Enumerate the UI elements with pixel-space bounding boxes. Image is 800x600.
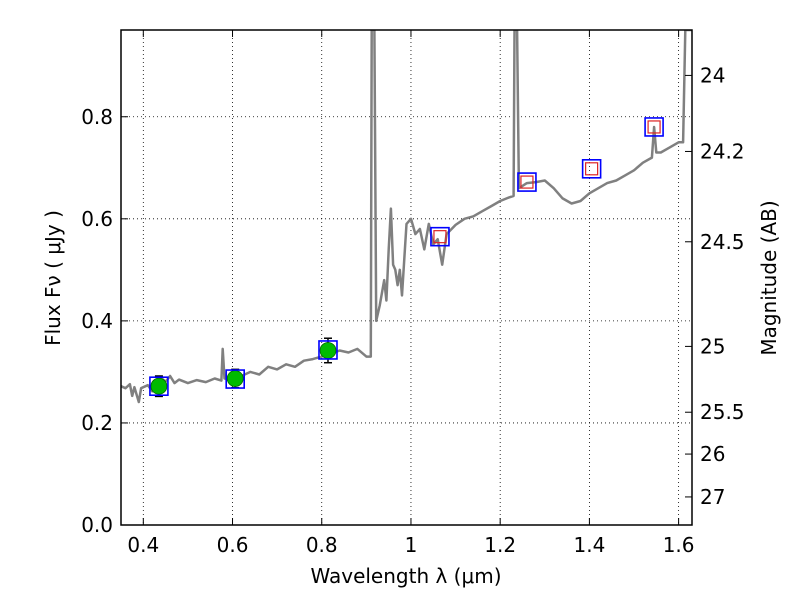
model-square-blue: [644, 117, 664, 137]
spectrum-line: [121, 30, 692, 404]
y2-tick-label: 26: [700, 442, 725, 466]
x-tick-label: 1.6: [663, 533, 695, 557]
model-square-red: [647, 120, 661, 134]
model-square-blue: [318, 340, 338, 360]
photometry-point: [150, 377, 168, 395]
y-tick-label: 0.4: [81, 309, 113, 333]
axis-ticks: 0.4 0.6 0.8 1 1.2 1.4 1.6 0.0 0.2 0.4 0.6 0.8 24 24.2…: [81, 30, 745, 557]
x-axis-label: Wavelength λ (μm): [310, 564, 501, 588]
y2-tick-label: 27: [700, 485, 725, 509]
y2-tick-label: 25.5: [700, 400, 745, 424]
model-square-red: [433, 230, 447, 244]
y2-tick-label: 25: [700, 334, 725, 358]
x-tick-label: 0.8: [306, 533, 338, 557]
y-tick-label: 0.8: [81, 105, 113, 129]
x-tick-label: 0.4: [127, 533, 159, 557]
y-axis-label: Flux Fν ( μJy ): [41, 210, 65, 346]
plot-frame: [120, 29, 693, 526]
model-square-blue: [517, 172, 537, 192]
y2-tick-label: 24: [700, 63, 725, 87]
photometry-point: [226, 370, 244, 387]
model-square-blue: [149, 376, 169, 396]
y-tick-label: 0.2: [81, 411, 113, 435]
photometry-point: [319, 342, 337, 359]
y-tick-label: 0.0: [81, 513, 113, 537]
x-tick-label: 1.2: [484, 533, 516, 557]
x-tick-label: 0.6: [217, 533, 249, 557]
model-square-red: [520, 175, 534, 189]
x-tick-label: 1.4: [573, 533, 605, 557]
y2-axis-label: Magnitude (AB): [757, 200, 781, 355]
spectrum-layer: [121, 30, 692, 404]
model-square-blue: [225, 369, 245, 389]
x-tick-label: 1: [405, 533, 418, 557]
y-tick-label: 0.6: [81, 207, 113, 231]
model-square-blue: [581, 159, 602, 179]
grid: [121, 30, 692, 526]
model-square-red: [585, 162, 599, 176]
model-square-blue: [430, 226, 450, 247]
photometry-layer: [149, 117, 664, 398]
y2-tick-label: 24.2: [700, 139, 745, 163]
y2-tick-label: 24.5: [700, 230, 745, 254]
